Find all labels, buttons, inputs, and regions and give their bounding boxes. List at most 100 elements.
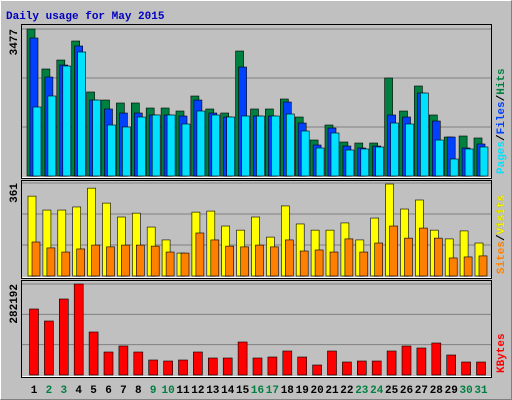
bar bbox=[449, 158, 459, 177]
x-tick-label: 22 bbox=[340, 385, 353, 397]
bar bbox=[211, 114, 221, 177]
bar bbox=[32, 106, 42, 177]
bar bbox=[315, 147, 325, 177]
bar bbox=[297, 356, 308, 376]
bar bbox=[478, 255, 488, 277]
bar bbox=[29, 308, 39, 376]
bar bbox=[270, 246, 279, 277]
bar bbox=[267, 356, 278, 376]
legend-separator: / bbox=[496, 234, 508, 241]
bar bbox=[463, 256, 473, 277]
x-tick-label: 30 bbox=[459, 385, 472, 397]
bar bbox=[314, 249, 324, 277]
bar bbox=[476, 361, 486, 376]
bar bbox=[375, 146, 385, 177]
legend-separator: / bbox=[496, 134, 508, 141]
x-tick-label: 28 bbox=[430, 385, 444, 397]
bar bbox=[150, 245, 160, 277]
x-tick-label: 1 bbox=[31, 385, 38, 397]
bar bbox=[285, 113, 295, 177]
bar bbox=[284, 239, 294, 277]
bar bbox=[344, 238, 354, 277]
x-tick-label: 7 bbox=[120, 385, 127, 397]
bar bbox=[252, 357, 263, 376]
legend-entry: Hits bbox=[496, 68, 508, 94]
bar bbox=[431, 342, 442, 376]
bar bbox=[222, 357, 233, 376]
bar bbox=[58, 298, 69, 376]
x-tick-label: 10 bbox=[161, 385, 174, 397]
x-tick-label: 19 bbox=[296, 385, 309, 397]
x-tick-label: 13 bbox=[206, 385, 220, 397]
x-tick-label: 3 bbox=[60, 385, 67, 397]
bar bbox=[405, 123, 414, 177]
bar bbox=[416, 347, 427, 376]
bar bbox=[226, 116, 235, 177]
bar bbox=[77, 51, 86, 177]
x-tick-label: 15 bbox=[236, 385, 250, 397]
legend: Pages/Files/Hits bbox=[496, 68, 508, 174]
bar bbox=[464, 148, 474, 177]
bar bbox=[342, 361, 352, 376]
bar bbox=[136, 244, 145, 277]
x-tick-label: 8 bbox=[135, 385, 142, 397]
x-tick-label: 21 bbox=[325, 385, 339, 397]
legend-entry: Pages bbox=[496, 141, 508, 174]
legend: KBytes bbox=[496, 333, 508, 373]
y-tick-label: 361 bbox=[9, 183, 21, 203]
bar bbox=[433, 237, 443, 277]
bar bbox=[299, 250, 309, 277]
bar bbox=[122, 126, 131, 177]
y-tick-label: 3477 bbox=[9, 29, 21, 55]
x-tick-label: 14 bbox=[221, 385, 235, 397]
bar bbox=[386, 350, 397, 376]
bar bbox=[282, 350, 293, 376]
x-tick-label: 29 bbox=[445, 385, 458, 397]
bar bbox=[31, 241, 41, 277]
bar bbox=[133, 351, 144, 376]
legend-entry: Files bbox=[496, 101, 508, 134]
chart-title: Daily usage for May 2015 bbox=[6, 11, 165, 23]
x-tick-label: 4 bbox=[75, 385, 82, 397]
bar bbox=[88, 331, 99, 376]
bar bbox=[419, 227, 428, 277]
x-tick-label: 2 bbox=[46, 385, 53, 397]
bar bbox=[420, 92, 429, 177]
bar bbox=[330, 132, 340, 177]
bar bbox=[193, 351, 203, 376]
x-tick-label: 16 bbox=[251, 385, 264, 397]
bar bbox=[163, 360, 173, 376]
bar bbox=[327, 350, 337, 376]
bar bbox=[345, 149, 355, 177]
bar bbox=[121, 244, 130, 277]
bar bbox=[195, 232, 205, 277]
x-tick-label: 12 bbox=[191, 385, 204, 397]
bar bbox=[446, 354, 457, 376]
bar bbox=[401, 345, 412, 376]
x-tick-label: 6 bbox=[105, 385, 112, 397]
bar bbox=[180, 252, 190, 277]
bar bbox=[44, 320, 54, 376]
legend-entry: KBytes bbox=[496, 333, 508, 373]
bar bbox=[404, 237, 413, 277]
bar bbox=[360, 148, 370, 177]
bar bbox=[374, 242, 384, 277]
bar bbox=[118, 345, 129, 376]
bar bbox=[61, 251, 71, 277]
bar bbox=[271, 115, 280, 177]
x-tick-label: 9 bbox=[150, 385, 157, 397]
x-tick-label: 20 bbox=[310, 385, 323, 397]
bar bbox=[103, 351, 114, 376]
bar bbox=[196, 110, 206, 177]
bar bbox=[62, 65, 72, 177]
bar bbox=[181, 123, 191, 177]
bar bbox=[107, 124, 116, 177]
bar bbox=[359, 251, 369, 277]
bar bbox=[389, 225, 398, 277]
bar bbox=[256, 115, 265, 177]
bar bbox=[148, 359, 158, 376]
x-tick-label: 17 bbox=[266, 385, 279, 397]
x-tick-label: 24 bbox=[370, 385, 384, 397]
bar bbox=[240, 246, 249, 277]
